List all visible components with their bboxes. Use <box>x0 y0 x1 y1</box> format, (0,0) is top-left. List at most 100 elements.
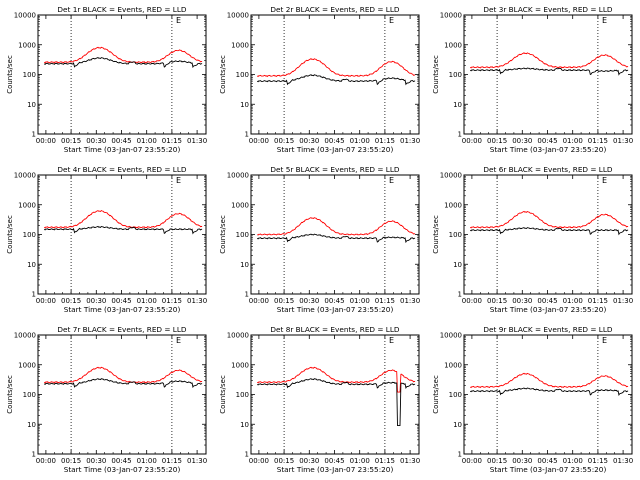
x-tick-label: 00:45 <box>324 457 344 465</box>
x-tick-label: 01:00 <box>563 457 583 465</box>
x-tick-label: 01:30 <box>187 297 207 305</box>
x-tick-label: 00:15 <box>61 137 81 145</box>
y-tick-label: 10 <box>240 261 249 269</box>
x-tick-label: 00:00 <box>36 137 56 145</box>
events-series-line <box>469 387 629 397</box>
panel-title: Det 4r BLACK = Events, RED = LLD <box>57 165 187 174</box>
lld-series-line <box>43 366 203 384</box>
lld-series-line <box>469 372 629 389</box>
x-tick-label: 00:30 <box>299 137 319 145</box>
y-tick-label: 1 <box>458 451 462 459</box>
corner-glyph: E <box>176 176 181 185</box>
y-tick-label: 1000 <box>231 361 249 369</box>
x-tick-label: 01:30 <box>187 457 207 465</box>
panel-title: Det 2r BLACK = Events, RED = LLD <box>270 5 400 14</box>
x-tick-label: 01:00 <box>350 457 370 465</box>
corner-glyph: E <box>176 16 181 25</box>
y-tick-label: 100 <box>23 391 36 399</box>
x-tick-label: 01:00 <box>137 297 157 305</box>
x-tick-label: 00:15 <box>487 137 507 145</box>
panel-title: Det 1r BLACK = Events, RED = LLD <box>57 5 187 14</box>
y-tick-label: 1 <box>245 451 249 459</box>
x-tick-label: 01:00 <box>137 137 157 145</box>
x-tick-label: 00:45 <box>324 297 344 305</box>
x-axis-label: Start Time (03-Jan-07 23:55:20) <box>277 305 394 314</box>
lld-series-line <box>256 217 416 236</box>
x-tick-label: 01:15 <box>375 297 395 305</box>
x-tick-label: 01:15 <box>375 457 395 465</box>
x-axis-label: Start Time (03-Jan-07 23:55:20) <box>490 305 607 314</box>
x-tick-label: 01:00 <box>350 137 370 145</box>
x-tick-label: 01:30 <box>400 297 420 305</box>
x-tick-label: 00:00 <box>249 137 269 145</box>
y-tick-label: 10000 <box>227 12 249 20</box>
y-tick-label: 1000 <box>231 201 249 209</box>
panel-title: Det 8r BLACK = Events, RED = LLD <box>270 325 400 334</box>
corner-glyph: E <box>602 16 607 25</box>
x-tick-label: 01:30 <box>187 137 207 145</box>
y-tick-label: 1 <box>32 131 36 139</box>
x-tick-label: 01:30 <box>400 457 420 465</box>
x-tick-label: 01:15 <box>588 457 608 465</box>
events-series-line <box>43 378 203 389</box>
panel-det-8r: Det 8r BLACK = Events, RED = LLD E 1 10 100 1… <box>219 325 420 474</box>
y-tick-label: 100 <box>236 391 249 399</box>
corner-glyph: E <box>389 176 394 185</box>
y-tick-label: 1 <box>32 451 36 459</box>
corner-glyph: E <box>176 336 181 345</box>
lld-series-line <box>256 366 416 393</box>
panel-title: Det 6r BLACK = Events, RED = LLD <box>483 165 613 174</box>
lld-series-line <box>43 46 203 64</box>
x-tick-label: 00:00 <box>462 297 482 305</box>
y-tick-label: 10 <box>453 421 462 429</box>
x-tick-label: 00:15 <box>61 457 81 465</box>
y-tick-label: 10 <box>27 421 36 429</box>
x-tick-label: 01:15 <box>588 137 608 145</box>
x-tick-label: 00:15 <box>487 297 507 305</box>
x-axis-label: Start Time (03-Jan-07 23:55:20) <box>277 465 394 474</box>
x-tick-label: 01:30 <box>613 297 633 305</box>
x-tick-label: 00:00 <box>462 137 482 145</box>
panel-title: Det 7r BLACK = Events, RED = LLD <box>57 325 187 334</box>
y-tick-label: 1000 <box>18 361 36 369</box>
y-tick-label: 10000 <box>227 172 249 180</box>
panel-det-7r: Det 7r BLACK = Events, RED = LLD E 1 10 100 1… <box>6 325 207 474</box>
y-tick-label: 10 <box>240 421 249 429</box>
corner-glyph: E <box>602 176 607 185</box>
x-tick-label: 00:45 <box>111 457 131 465</box>
y-axis-label: Counts/sec <box>6 55 14 94</box>
y-tick-label: 1 <box>32 291 36 299</box>
panel-title: Det 5r BLACK = Events, RED = LLD <box>270 165 400 174</box>
x-tick-label: 01:00 <box>563 137 583 145</box>
plot-frame <box>463 14 633 135</box>
y-tick-label: 10000 <box>440 12 462 20</box>
panel-det-2r: Det 2r BLACK = Events, RED = LLD E 1 10 100 1… <box>219 5 420 154</box>
y-tick-label: 1000 <box>444 41 462 49</box>
plot-frame <box>463 174 633 295</box>
y-tick-label: 1 <box>245 291 249 299</box>
events-series-line <box>256 233 416 244</box>
x-tick-label: 00:15 <box>274 137 294 145</box>
y-tick-label: 10000 <box>14 12 36 20</box>
x-tick-label: 01:00 <box>137 457 157 465</box>
plot-frame <box>37 14 207 135</box>
x-axis-label: Start Time (03-Jan-07 23:55:20) <box>64 145 181 154</box>
x-tick-label: 00:45 <box>111 297 131 305</box>
x-tick-label: 00:15 <box>274 297 294 305</box>
plot-frame <box>463 334 633 455</box>
y-axis-label: Counts/sec <box>432 375 440 414</box>
y-tick-label: 1 <box>245 131 249 139</box>
x-tick-label: 00:45 <box>111 137 131 145</box>
y-tick-label: 100 <box>236 231 249 239</box>
x-axis-label: Start Time (03-Jan-07 23:55:20) <box>277 145 394 154</box>
x-tick-label: 01:30 <box>613 137 633 145</box>
y-tick-label: 10 <box>453 101 462 109</box>
y-tick-label: 1000 <box>18 201 36 209</box>
events-series-line <box>469 67 629 76</box>
y-tick-label: 100 <box>449 71 462 79</box>
lld-series-line <box>469 210 629 229</box>
events-series-line <box>256 378 416 427</box>
x-axis-label: Start Time (03-Jan-07 23:55:20) <box>64 305 181 314</box>
y-tick-label: 1000 <box>18 41 36 49</box>
panel-title: Det 3r BLACK = Events, RED = LLD <box>483 5 613 14</box>
